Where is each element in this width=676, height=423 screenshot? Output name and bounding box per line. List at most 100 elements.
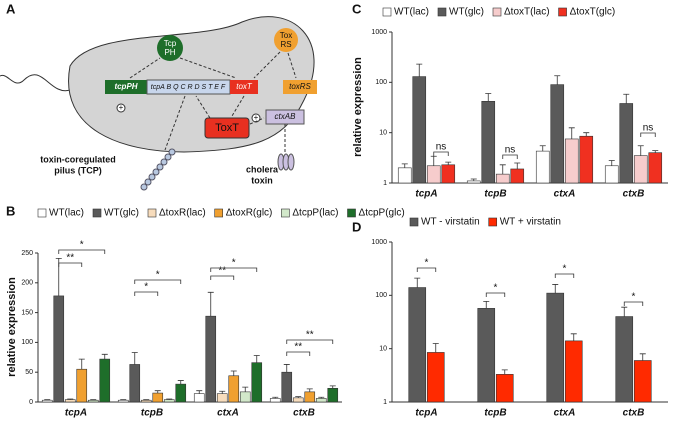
label: Tcp: [164, 39, 177, 48]
legend-swatch: [488, 217, 498, 227]
legend-label: ΔtoxT(glc): [570, 7, 616, 18]
label: pilus (TCP): [54, 165, 102, 175]
bar: [615, 316, 634, 403]
significance-label: *: [494, 283, 498, 294]
error-bar: [416, 63, 423, 77]
error-bar: [283, 364, 290, 373]
significance-label: **: [218, 266, 226, 277]
diagram: A Tcp PH Tox RS tcpPH tcpA B Q C R D S T…: [0, 1, 317, 191]
y-tick-label: 0: [29, 399, 33, 406]
x-tick-label: tcpB: [484, 408, 506, 419]
bar: [633, 155, 648, 184]
bar: [129, 364, 141, 403]
y-tick-label: 10: [379, 346, 387, 353]
error-bar: [318, 396, 325, 399]
significance-bracket: [433, 151, 449, 156]
y-tick-label: 100: [375, 292, 387, 299]
x-tick-label: ctxA: [554, 408, 576, 419]
bar: [535, 150, 550, 184]
significance-bracket: [286, 351, 311, 356]
error-bar: [272, 396, 279, 399]
label: +: [254, 113, 259, 122]
error-bar: [177, 380, 184, 385]
y-tick-label: 200: [21, 280, 33, 287]
label: toxin-coregulated: [40, 154, 116, 164]
significance-bracket: [502, 154, 518, 159]
gene-box: [283, 80, 317, 94]
x-tick-label: ctxB: [623, 189, 645, 200]
y-tick-label: 100: [375, 79, 387, 86]
label: cholera: [246, 164, 279, 174]
error-bar: [483, 300, 490, 309]
label: +: [119, 103, 124, 112]
legend-swatch: [382, 7, 392, 17]
y-tick-label: 1: [383, 180, 387, 187]
label: ctxAB: [275, 112, 297, 121]
error-bar: [143, 399, 150, 401]
legend-swatch: [492, 7, 502, 17]
y-tick-label: 1000: [371, 239, 387, 246]
bar: [510, 168, 525, 184]
error-bar: [499, 164, 506, 175]
significance-bracket: [485, 292, 506, 297]
x-tick-label: ctxB: [623, 408, 645, 419]
bar: [579, 135, 594, 184]
bar: [315, 398, 327, 403]
significance-bracket: [554, 273, 575, 278]
error-bar: [131, 352, 138, 365]
error-bar: [295, 396, 302, 398]
bar: [53, 295, 65, 403]
error-bar: [207, 291, 214, 317]
significance-label: *: [425, 258, 429, 269]
significance-label: *: [144, 282, 148, 293]
error-bar: [637, 145, 644, 156]
error-bar: [583, 132, 590, 137]
error-bar: [621, 306, 628, 317]
y-tick-label: 1000: [371, 29, 387, 36]
significance-label: *: [563, 264, 567, 275]
error-bar: [430, 155, 437, 166]
x-tick-label: ctxA: [554, 189, 576, 200]
bar: [546, 292, 565, 403]
bar: [99, 358, 111, 403]
error-bar: [154, 390, 161, 394]
error-bar: [568, 127, 575, 139]
error-bar: [554, 75, 561, 85]
error-bar: [539, 145, 546, 152]
significance-bracket: [210, 275, 235, 280]
legend-swatch: [281, 208, 290, 218]
error-bar: [101, 353, 108, 360]
label: toxRS: [289, 82, 311, 91]
bar: [269, 398, 281, 403]
x-tick-label: tcpA: [415, 408, 437, 419]
arrows: [129, 51, 297, 152]
error-bar: [78, 358, 85, 370]
label: Tox: [280, 31, 292, 40]
panel-label: A: [6, 1, 16, 16]
label: PH: [164, 48, 175, 57]
x-tick-label: tcpB: [141, 408, 163, 419]
significance-label: **: [66, 253, 74, 264]
significance-bracket: [416, 267, 437, 272]
x-tick-label: tcpA: [65, 408, 87, 419]
error-bar: [90, 399, 97, 401]
label: ToxT: [215, 122, 239, 134]
panel-label: B: [6, 203, 15, 218]
error-bar: [196, 390, 203, 394]
significance-label: ns: [505, 145, 516, 156]
gene-box: [105, 80, 147, 94]
bar: [193, 393, 205, 403]
legend-label: WT(lac): [394, 7, 429, 18]
legend-label: WT(lac): [49, 208, 84, 219]
significance-label: *: [156, 270, 160, 281]
significance-bracket: [134, 291, 159, 296]
error-bar: [432, 343, 439, 353]
significance-bracket: [210, 267, 258, 272]
bar: [251, 362, 263, 403]
bar: [495, 173, 510, 184]
significance-bracket: [640, 132, 656, 137]
tcpph-protein: [157, 35, 183, 61]
error-bar: [401, 163, 408, 168]
label: tcpA B Q C R D S T E F: [151, 84, 226, 91]
